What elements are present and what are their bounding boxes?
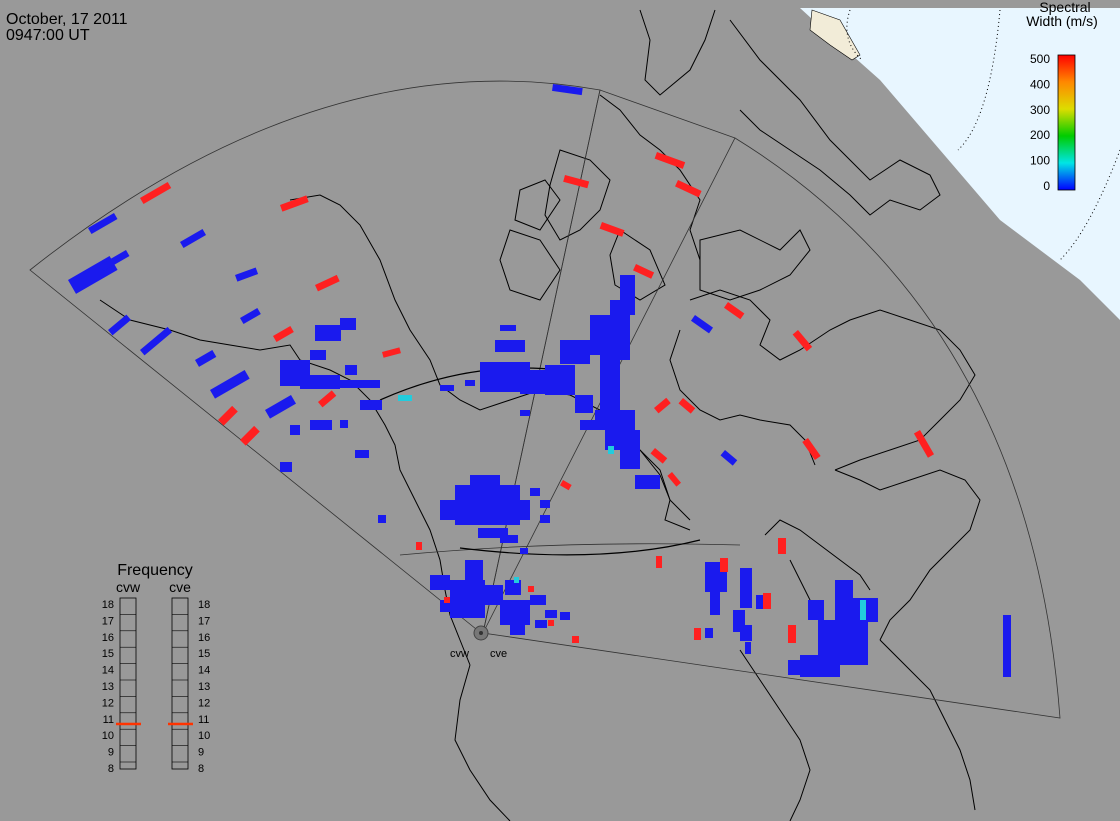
colorbar-tick-label: 200 [1030, 128, 1050, 142]
colorbar-title-line2: Width (m/s) [1026, 13, 1098, 29]
latitude-dotted-line [1059, 149, 1120, 261]
frequency-tick-left: 8 [108, 763, 114, 775]
frequency-tick-left: 12 [102, 697, 114, 709]
colorbar-tick-label: 500 [1030, 52, 1050, 66]
frequency-tick-left: 11 [103, 714, 114, 726]
frequency-marker-west [116, 722, 141, 726]
backscatter-high-width [140, 152, 934, 643]
frequency-tick-right: 16 [198, 632, 210, 644]
range-ring [379, 367, 561, 401]
frequency-tick-right: 11 [198, 714, 209, 726]
date-label: October, 17 2011 [6, 11, 128, 28]
frequency-col-east: cve [169, 579, 191, 595]
frequency-tick-left: 16 [102, 632, 114, 644]
radar-fov-outlines [29, 80, 1061, 719]
colorbar-tick-label: 400 [1030, 77, 1050, 91]
radar-label-east: cve [490, 648, 507, 660]
polar-island [809, 9, 861, 61]
frequency-tick-right: 13 [198, 681, 210, 693]
frequency-tick-right: 14 [198, 665, 210, 677]
frequency-tick-left: 10 [102, 730, 114, 742]
radar-label-west: cvw [450, 648, 469, 660]
frequency-tick-right: 9 [198, 747, 204, 759]
frequency-tick-left: 14 [102, 665, 114, 677]
colorbar-title-line1: Spectral [1039, 0, 1090, 15]
frequency-tick-right: 17 [198, 615, 210, 627]
latitude-dotted-line [846, 9, 863, 61]
time-label: 0947:00 UT [6, 27, 90, 44]
radar-sites: cvw cve [450, 625, 507, 660]
frequency-tick-left: 15 [102, 648, 114, 660]
spectral-width-colorbar: Spectral Width (m/s) 500 400 300 200 100 0 [1026, 0, 1098, 193]
frequency-tick-right: 18 [198, 599, 210, 611]
frequency-tick-left: 18 [102, 599, 114, 611]
frequency-panel: Frequency cvw cve 18 18 17 17 16 16 15 15 14 14 13… [102, 562, 211, 775]
frequency-tick-right: 8 [198, 763, 204, 775]
frequency-title: Frequency [117, 562, 193, 579]
polar-region [800, 8, 1120, 320]
frequency-col-west: cvw [116, 579, 141, 595]
backscatter-low-width [68, 84, 1011, 677]
frequency-tick-right: 12 [198, 697, 210, 709]
coastlines [99, 9, 981, 821]
colorbar-tick-label: 100 [1030, 154, 1050, 168]
frequency-tick-left: 13 [102, 681, 114, 693]
frequency-tick-right: 15 [198, 648, 210, 660]
colorbar-tick-label: 0 [1043, 179, 1050, 193]
range-ring [459, 539, 701, 556]
frequency-tick-left: 9 [108, 747, 114, 759]
frequency-marker-east [168, 722, 193, 726]
frequency-bar-east [171, 597, 189, 770]
backscatter-mid-width [398, 395, 866, 620]
latitude-dotted-line [957, 9, 1001, 151]
frequency-tick-right: 10 [198, 730, 210, 742]
frequency-tick-left: 17 [102, 615, 114, 627]
frequency-bar-west [119, 597, 137, 770]
colorbar-tick-label: 300 [1030, 103, 1050, 117]
